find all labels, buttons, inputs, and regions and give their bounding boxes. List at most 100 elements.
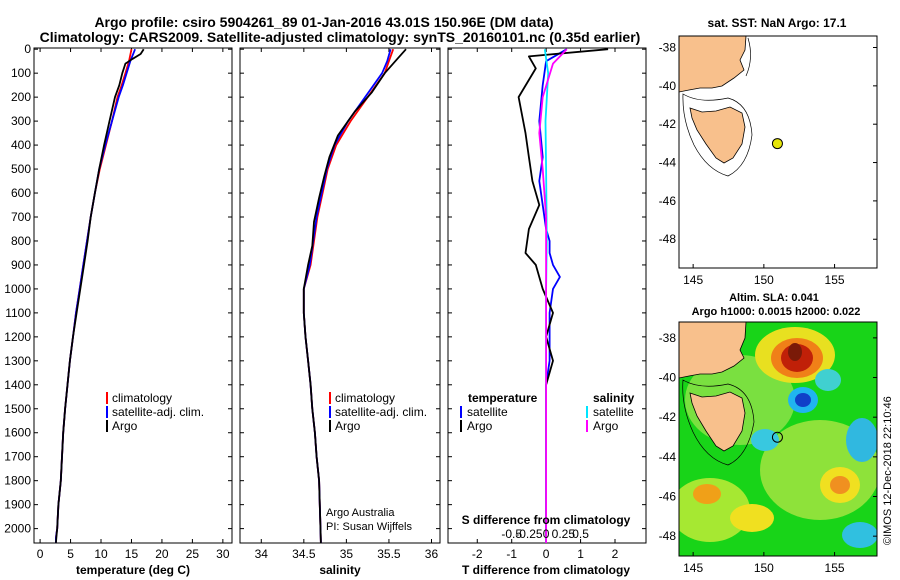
map-y-tick-label: -48 (659, 529, 677, 543)
legend-satellite-label: satellite-adj. clim. (112, 405, 204, 419)
series-t-satellite-line (538, 48, 568, 543)
y-tick-label: 2000 (4, 522, 31, 536)
sst-coast-contour (745, 37, 751, 77)
temperature-panel: 0100200300400500600700800900100011001200… (4, 42, 233, 577)
x-tick-label: 34.5 (292, 547, 316, 561)
map-y-tick-label: -40 (659, 79, 677, 93)
y-tick-label: 200 (11, 90, 31, 104)
secondary-x-tick-label: -0.5 (501, 527, 522, 541)
map-x-tick-label: 150 (754, 273, 774, 287)
legend-climatology-label: climatology (335, 391, 395, 405)
secondary-x-tick-label: 0.5 (572, 527, 589, 541)
x-tick-label: 0 (543, 547, 550, 561)
legend-argo-label: Argo (335, 419, 361, 433)
legend-satellite-label: satellite-adj. clim. (335, 405, 427, 419)
sla-high-core (788, 343, 802, 361)
salinity-axes (239, 47, 441, 544)
map-y-tick-label: -44 (659, 156, 677, 170)
imos-credit: ©IMOS 12-Dec-2018 22:10:46 (882, 396, 894, 545)
y-tick-label: 700 (11, 210, 31, 224)
sla-map-frame (678, 321, 878, 557)
sst-map-markers (771, 138, 783, 150)
y-tick-label: 1000 (4, 282, 31, 296)
sla-shelf-contour (682, 379, 755, 466)
x-tick-label: 0 (37, 547, 44, 561)
y-tick-label: 400 (11, 138, 31, 152)
series-satellite-adj-clim--line (55, 48, 136, 543)
map-y-tick-label: -46 (659, 194, 677, 208)
difference-ticks: -2 -1 0 1 2 (448, 48, 646, 561)
temperature-ticks: 0100200300400500600700800900100011001200… (4, 42, 232, 561)
x-tick-label: 1 (577, 547, 584, 561)
y-tick-label: 0 (24, 42, 31, 56)
mainland-australia (679, 36, 747, 93)
sla-low (842, 522, 877, 548)
difference-xlabel: T difference from climatology (462, 563, 630, 577)
y-tick-label: 1400 (4, 378, 31, 392)
x-tick-label: 34 (255, 547, 269, 561)
sla-heatmap (679, 322, 877, 556)
difference-secondary-xlabel: S difference from climatology (462, 513, 631, 527)
sla-map-title-1: Altim. SLA: 0.041 (729, 292, 819, 304)
y-tick-label: 1200 (4, 330, 31, 344)
y-tick-label: 1300 (4, 354, 31, 368)
series-s-argo-line (538, 48, 568, 543)
map-x-tick-label: 155 (825, 273, 845, 287)
difference-panel: -2 -1 0 1 2 T difference from climatology S … (447, 47, 647, 577)
sla-patch (730, 504, 774, 532)
sst-map-land (679, 36, 753, 177)
salinity-xlabel: salinity (319, 563, 361, 577)
sst-map-title: sat. SST: NaN Argo: 17.1 (708, 16, 847, 30)
legend-climatology-label: climatology (112, 391, 172, 405)
sla-low (846, 418, 877, 462)
legend-s-argo-label: Argo (593, 419, 619, 433)
temperature-axes (33, 47, 233, 544)
x-tick-label: 10 (94, 547, 108, 561)
difference-secondary-ticks: -0.5-0.25 0 0.250.5 (501, 527, 589, 541)
x-tick-label: 36 (425, 547, 439, 561)
map-x-tick-label: 145 (683, 273, 703, 287)
x-tick-label: 35.5 (377, 547, 401, 561)
sla-map-title-2: Argo h1000: 0.0015 h2000: 0.022 (692, 306, 861, 318)
y-tick-label: 500 (11, 162, 31, 176)
y-tick-label: 1800 (4, 474, 31, 488)
y-tick-label: 1100 (5, 306, 31, 320)
sla-low-core (795, 393, 811, 407)
map-x-tick-label: 155 (825, 561, 845, 575)
x-tick-label: 20 (155, 547, 169, 561)
temperature-series (55, 48, 145, 544)
y-tick-label: 1500 (4, 402, 31, 416)
sla-low (815, 369, 841, 391)
y-tick-label: 100 (11, 66, 31, 80)
argo-position-marker (771, 431, 783, 443)
tasmania (689, 391, 746, 452)
sla-patch (693, 484, 721, 504)
y-tick-label: 1600 (4, 426, 31, 440)
x-tick-label: 15 (125, 547, 139, 561)
map-x-tick-label: 150 (754, 561, 774, 575)
sla-patch-core (830, 476, 850, 494)
series-argo-line (302, 48, 407, 544)
title-line-1: Argo profile: csiro 5904261_89 01-Jan-20… (94, 14, 553, 30)
sla-map-markers (771, 431, 783, 443)
sst-map-frame (678, 35, 878, 269)
salinity-ticks: 34 34.5 35 35.5 36 (240, 48, 440, 561)
x-tick-label: -2 (472, 547, 483, 561)
difference-legend: temperature satellite Argo salinity sate… (460, 391, 635, 433)
secondary-x-tick-label: -0.25 (515, 527, 543, 541)
secondary-x-tick-label: 0.25 (552, 527, 576, 541)
sla-low (751, 429, 779, 451)
legend-salinity-title: salinity (593, 391, 635, 405)
map-y-tick-label: -42 (659, 117, 677, 131)
x-tick-label: 5 (67, 547, 74, 561)
map-y-tick-label: -38 (659, 41, 677, 55)
y-tick-label: 900 (11, 258, 31, 272)
credit-argo-australia: Argo Australia (326, 507, 395, 519)
map-y-tick-label: -42 (659, 410, 677, 424)
map-y-tick-label: -38 (659, 331, 677, 345)
mainland-australia (679, 322, 747, 379)
title-line-2: Climatology: CARS2009. Satellite-adjuste… (40, 29, 641, 45)
x-tick-label: 35 (340, 547, 354, 561)
argo-position-marker (771, 138, 783, 150)
